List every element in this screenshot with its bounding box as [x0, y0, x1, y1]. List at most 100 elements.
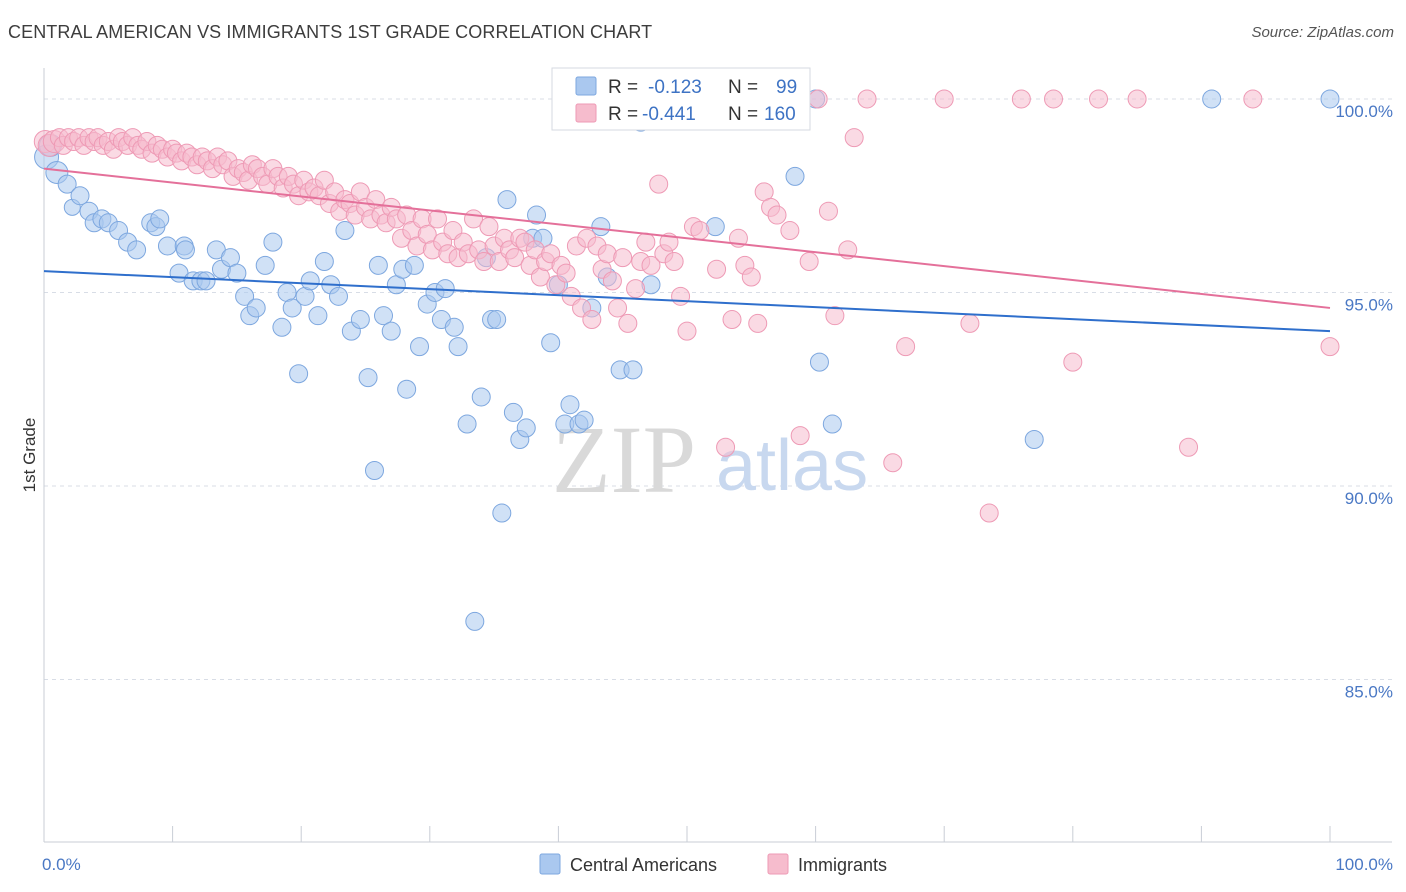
central-americans-point-47 — [368, 255, 388, 275]
immigrants-point-147 — [883, 453, 903, 473]
central-americans-point-41 — [328, 286, 348, 306]
legend-r-value-1: -0.123 — [648, 77, 702, 98]
immigrants-point-151 — [979, 503, 999, 523]
legend-n-value-2: 160 — [764, 104, 796, 125]
source-label: Source: ZipAtlas.com — [1251, 24, 1394, 41]
central-americans-point-61 — [457, 414, 477, 434]
central-americans-point-63 — [471, 387, 491, 407]
series-immigrants — [33, 89, 1340, 523]
immigrants-point-108 — [582, 310, 602, 330]
central-americans-point-60 — [448, 337, 468, 357]
central-americans-point-58 — [435, 279, 455, 299]
central-americans-point-54 — [410, 337, 430, 357]
immigrants-point-148 — [896, 337, 916, 357]
central-americans-point-73 — [527, 205, 547, 225]
chart-title: CENTRAL AMERICAN VS IMMIGRANTS 1ST GRADE… — [8, 22, 653, 42]
y-tick-label-0: 100.0% — [1335, 102, 1393, 121]
x-tick-label-0: 0.0% — [42, 855, 81, 874]
immigrants-point-119 — [641, 255, 661, 275]
immigrants-point-112 — [602, 271, 622, 291]
immigrants-point-143 — [825, 306, 845, 326]
immigrants-point-159 — [1320, 337, 1340, 357]
immigrants-point-129 — [716, 437, 736, 457]
immigrants-point-125 — [677, 321, 697, 341]
immigrants-point-93 — [505, 248, 525, 268]
central-americans-point-80 — [574, 410, 594, 430]
series-central-americans — [34, 89, 1340, 631]
bottom-legend-immigrants: Immigrants — [798, 855, 887, 875]
central-americans-point-78 — [560, 395, 580, 415]
watermark: ZIP atlas — [552, 406, 868, 513]
y-tick-labels: 100.0% 95.0% 90.0% 85.0% — [1335, 102, 1393, 702]
legend-r-label-1: R = — [608, 77, 638, 98]
legend-n-value-1: 99 — [776, 77, 797, 98]
immigrants-point-150 — [960, 313, 980, 333]
legend-swatch-central-americans — [575, 76, 597, 96]
central-americans-point-35 — [289, 364, 309, 384]
y-tick-label-1: 95.0% — [1345, 295, 1393, 314]
x-tick-marks — [43, 826, 1331, 842]
x-tick-label-1: 100.0% — [1335, 855, 1393, 874]
central-americans-point-26 — [227, 263, 247, 283]
central-americans-point-85 — [623, 360, 643, 380]
immigrants-point-133 — [741, 267, 761, 287]
central-americans-point-45 — [358, 368, 378, 388]
immigrants-point-141 — [808, 89, 828, 109]
central-americans-point-49 — [381, 321, 401, 341]
central-americans-point-12 — [127, 240, 147, 260]
immigrants-point-137 — [767, 205, 787, 225]
y-tick-label-3: 85.0% — [1345, 682, 1393, 701]
immigrants-point-113 — [608, 298, 628, 318]
immigrants-point-138 — [780, 221, 800, 241]
legend-swatch-immigrants — [575, 103, 597, 123]
central-americans-point-95 — [1202, 89, 1222, 109]
central-americans-point-75 — [541, 333, 561, 353]
central-americans-point-96 — [1320, 89, 1340, 109]
central-americans-point-53 — [404, 255, 424, 275]
bottom-legend-swatch-immigrants — [767, 853, 789, 875]
central-americans-point-31 — [263, 232, 283, 252]
immigrants-point-146 — [857, 89, 877, 109]
immigrants-point-154 — [1063, 352, 1083, 372]
legend-r-value-2: -0.441 — [642, 104, 696, 125]
immigrants-point-149 — [934, 89, 954, 109]
central-americans-point-62 — [465, 611, 485, 631]
bottom-legend: Central Americans Immigrants — [539, 853, 887, 875]
central-americans-point-94 — [1024, 430, 1044, 450]
central-americans-point-29 — [246, 298, 266, 318]
central-americans-point-93 — [822, 414, 842, 434]
central-americans-point-38 — [308, 306, 328, 326]
immigrants-point-140 — [799, 252, 819, 271]
central-americans-point-67 — [492, 503, 512, 523]
immigrants-point-88 — [479, 217, 499, 237]
central-americans-point-32 — [272, 317, 292, 337]
central-americans-point-52 — [397, 379, 417, 399]
central-americans-point-82 — [591, 217, 611, 237]
immigrants-point-114 — [613, 248, 633, 268]
legend-n-label-1: N = — [728, 77, 758, 98]
central-americans-point-3 — [57, 174, 77, 194]
central-americans-point-27 — [235, 286, 255, 306]
trend-lines — [43, 167, 1331, 333]
immigrants-point-134 — [748, 313, 768, 333]
central-americans-point-44 — [350, 310, 370, 330]
y-tick-label-2: 90.0% — [1345, 489, 1393, 508]
immigrants-point-139 — [790, 426, 810, 446]
central-americans-point-39 — [314, 252, 334, 271]
central-americans-point-30 — [255, 255, 275, 275]
immigrants-point-116 — [626, 279, 646, 299]
immigrants-point-142 — [818, 201, 838, 221]
immigrants-point-128 — [707, 259, 727, 279]
central-americans-point-46 — [365, 460, 385, 480]
central-americans-point-92 — [809, 352, 829, 372]
immigrants-point-103 — [556, 263, 576, 283]
immigrants-trend-line — [43, 167, 1331, 309]
legend-n-label-2: N = — [728, 104, 758, 125]
axes — [43, 68, 1392, 843]
central-americans-point-34 — [282, 298, 302, 318]
central-americans-point-59 — [444, 317, 464, 337]
central-americans-point-5 — [70, 186, 90, 206]
immigrants-point-123 — [664, 252, 684, 271]
central-americans-point-22 — [196, 271, 216, 291]
